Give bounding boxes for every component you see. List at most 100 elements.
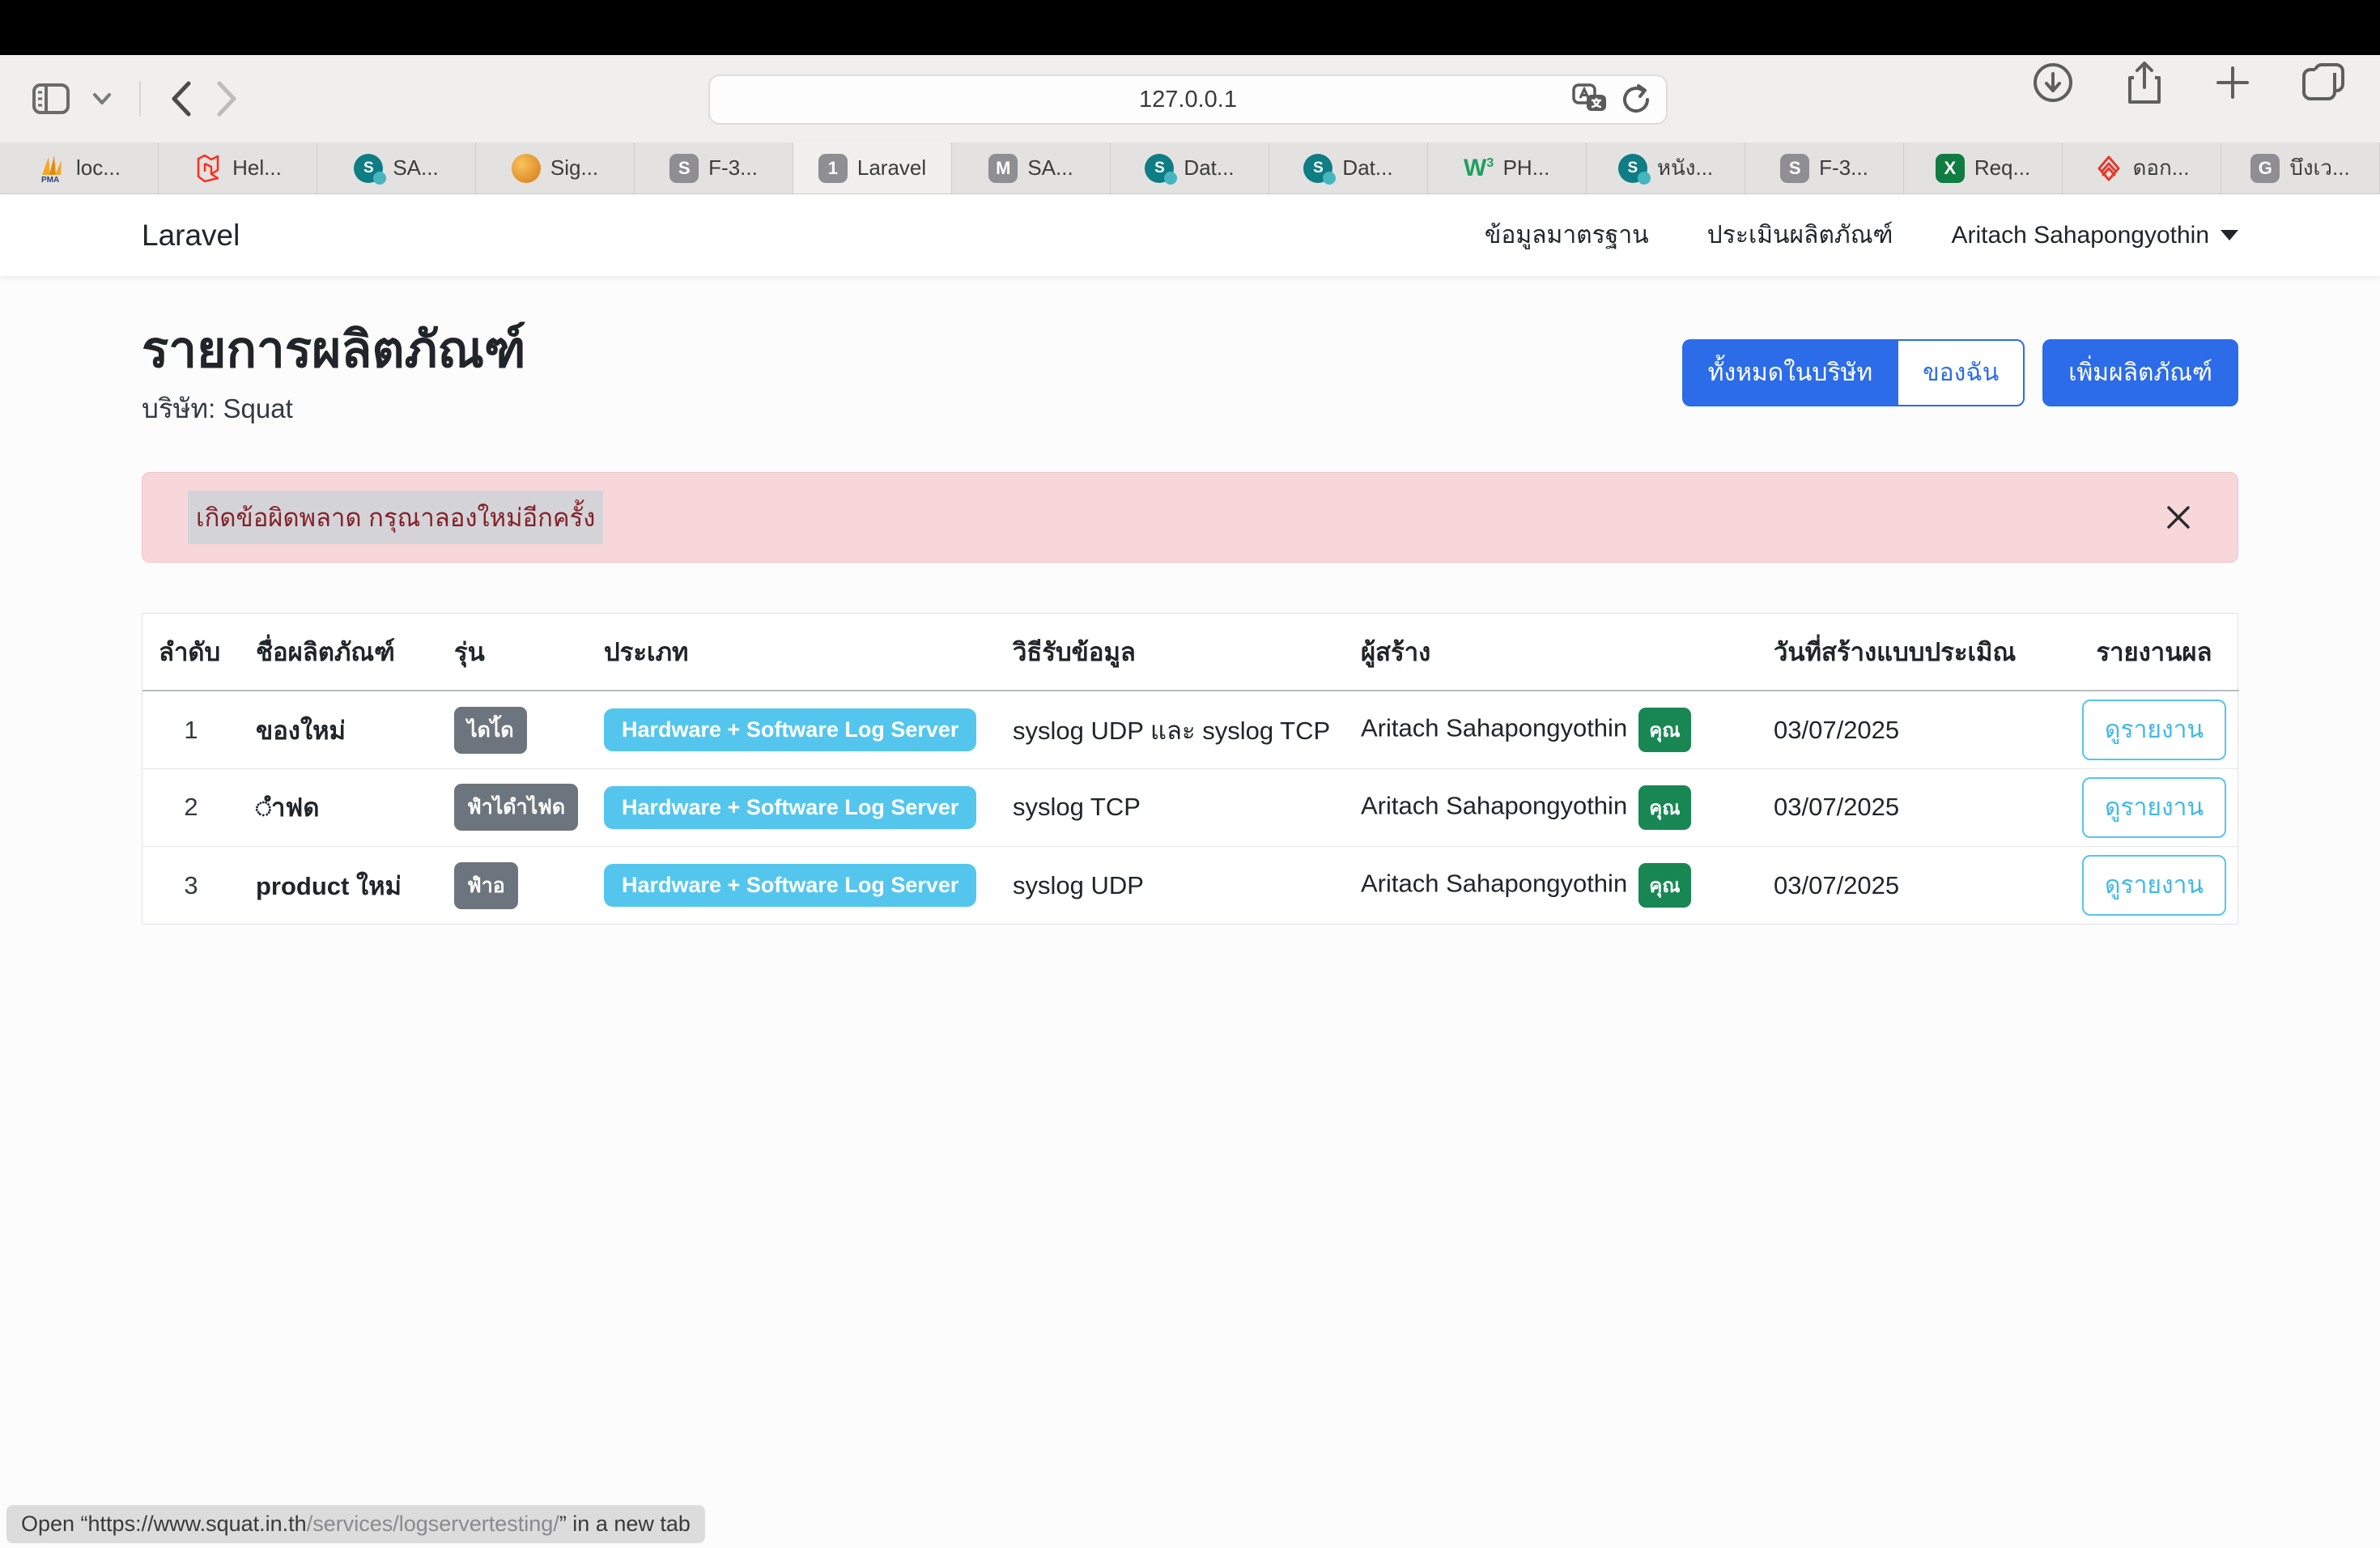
user-name: Aritach Sahapongyothin (1951, 221, 2209, 249)
report-cell: ดูรายงาน (2069, 768, 2239, 847)
tab-label: Sig... (550, 155, 599, 180)
numeral-1-icon: 1 (818, 153, 848, 183)
laravel-icon (193, 154, 223, 183)
tab-label: PH... (1502, 155, 1550, 180)
products-table: ลำดับ ชื่อผลิตภัณฑ์ รุ่น ประเภท วิธีรับข้อมู… (142, 614, 2239, 924)
tab-label: หนัง... (1656, 155, 1714, 180)
tab-label: SA... (393, 155, 439, 180)
creator-name: Aritach Sahapongyothin (1361, 869, 1628, 898)
view-report-button[interactable]: ดูรายงาน (2081, 855, 2227, 916)
error-alert-message: เกิดข้อผิดพลาด กรุณาลองใหม่อีกครั้ง (188, 491, 604, 545)
reload-icon[interactable] (1621, 83, 1651, 117)
macos-menubar (0, 0, 2380, 55)
sidebar-toggle-icon[interactable] (32, 83, 70, 114)
url-bar[interactable]: 127.0.0.1 (708, 74, 1668, 125)
column-header: ผู้สร้าง (1345, 614, 1757, 692)
creator-name: Aritach Sahapongyothin (1361, 713, 1628, 742)
creator-you-badge: คุณ (1638, 863, 1691, 908)
all-in-company-button[interactable]: ทั้งหมดในบริษัท (1681, 339, 1898, 406)
method-cell: syslog UDP (1013, 870, 1144, 899)
view-report-button[interactable]: ดูรายงาน (2081, 700, 2227, 761)
browser-tab-5[interactable]: S F-3... (635, 142, 793, 194)
phpmyadmin-icon: PMA (37, 154, 66, 183)
sharepoint-icon: S (1145, 153, 1178, 185)
share-icon[interactable] (2126, 60, 2163, 105)
product-name-cell: ของใหม่ (240, 691, 438, 769)
orange-seal-icon (511, 153, 541, 183)
creator-cell: Aritach Sahapongyothin คุณ (1345, 846, 1757, 924)
column-header: วิธีรับข้อมูล (997, 614, 1345, 692)
model-badge: ไดไ้ด (454, 706, 527, 754)
tab-label: Laravel (856, 155, 927, 180)
mine-button[interactable]: ของฉัน (1897, 339, 2025, 406)
sharepoint-icon: S (1303, 153, 1337, 185)
close-icon[interactable] (2165, 504, 2192, 531)
creator-you-badge: คุณ (1638, 785, 1691, 830)
type-cell: Hardware + Software Log Server (588, 768, 997, 847)
filter-button-group: ทั้งหมดในบริษัท ของฉัน (1681, 339, 2025, 406)
sidebar-chevron-down-icon[interactable] (92, 92, 112, 105)
downloads-icon[interactable] (2032, 62, 2074, 104)
status-link-path: /services/logservertesting/ (306, 1512, 559, 1536)
browser-tab-2[interactable]: Hel... (159, 142, 317, 194)
column-header: รุ่น (438, 614, 588, 692)
browser-tab-3[interactable]: S SA... (317, 142, 476, 194)
back-icon[interactable] (168, 80, 193, 117)
browser-tab-15[interactable]: G บึงเว... (2221, 142, 2380, 194)
excel-icon: X (1935, 153, 1965, 183)
nav-item-evaluate-product[interactable]: ประเมินผลิตภัณฑ์ (1706, 222, 1893, 249)
browser-tab-1[interactable]: PMA loc... (0, 142, 159, 194)
user-menu[interactable]: Aritach Sahapongyothin (1951, 222, 2238, 249)
creator-name: Aritach Sahapongyothin (1361, 791, 1628, 820)
sharepoint-icon: S (1617, 153, 1651, 185)
brand-laravel[interactable]: Laravel (142, 218, 240, 252)
svg-text:PMA: PMA (41, 176, 59, 183)
browser-tab-13[interactable]: X Req... (1904, 142, 2063, 194)
model-cell: ฟำอ (438, 846, 588, 924)
browser-tab-11[interactable]: S หนัง... (1587, 142, 1745, 194)
w3schools-icon: W3 (1463, 154, 1494, 181)
column-header: ชื่อผลิตภัณฑ์ (240, 614, 438, 692)
product-name: ของใหม่ (256, 716, 346, 745)
tab-label: ดอก... (2132, 155, 2190, 180)
type-cell: Hardware + Software Log Server (588, 846, 997, 924)
type-cell: Hardware + Software Log Server (588, 691, 997, 769)
creator-cell: Aritach Sahapongyothin คุณ (1345, 768, 1757, 847)
browser-tab-8[interactable]: S Dat... (1111, 142, 1269, 194)
red-chevrons-icon (2094, 154, 2123, 183)
model-badge: ฟำไดำไฟด (454, 784, 579, 831)
browser-tab-6[interactable]: 1 Laravel (793, 142, 952, 194)
table-header-row: ลำดับ ชื่อผลิตภัณฑ์ รุ่น ประเภท วิธีรับข้อมู… (142, 614, 2239, 692)
tab-overview-icon[interactable] (2302, 62, 2348, 104)
letter-s-icon: S (669, 153, 699, 183)
browser-tab-4[interactable]: Sig... (476, 142, 635, 194)
browser-tab-10[interactable]: W3 PH... (1428, 142, 1587, 194)
letter-g-icon: G (2250, 153, 2280, 183)
creator-you-badge: คุณ (1638, 708, 1691, 753)
tab-bar: PMA loc... Hel... S SA... Sig... S F-3... 1 Larav… (0, 142, 2380, 194)
status-suffix: ” in a new tab (559, 1512, 691, 1536)
row-index: 2 (142, 768, 240, 847)
nav-item-standard-data[interactable]: ข้อมูลมาตรฐาน (1484, 222, 1649, 249)
date-cell: 03/07/2025 (1774, 870, 1900, 899)
column-header: รายงานผล (2069, 614, 2239, 692)
method-cell: syslog TCP (997, 768, 1345, 847)
browser-tab-7[interactable]: M SA... (952, 142, 1111, 194)
status-prefix: Open “https://www.squat.in.th (21, 1512, 307, 1536)
product-name: product ใหม่ (256, 871, 402, 900)
add-product-button[interactable]: เพิ่มผลิตภัณฑ์ (2042, 339, 2238, 406)
tab-label: F-3... (708, 155, 758, 180)
report-cell: ดูรายงาน (2069, 846, 2239, 924)
product-name: ◌ำฟด (256, 793, 320, 823)
browser-tab-14[interactable]: ดอก... (2063, 142, 2221, 194)
column-header: ประเภท (588, 614, 997, 692)
browser-tab-9[interactable]: S Dat... (1269, 142, 1428, 194)
view-report-button[interactable]: ดูรายงาน (2081, 776, 2227, 838)
error-alert: เกิดข้อผิดพลาด กรุณาลองใหม่อีกครั้ง (142, 472, 2238, 563)
browser-toolbar: 127.0.0.1 (0, 55, 2380, 142)
translate-icon[interactable] (1572, 83, 1608, 116)
new-tab-icon[interactable] (2215, 65, 2250, 100)
browser-tab-12[interactable]: S F-3... (1745, 142, 1904, 194)
row-index: 3 (184, 870, 198, 899)
forward-icon[interactable] (215, 80, 240, 117)
